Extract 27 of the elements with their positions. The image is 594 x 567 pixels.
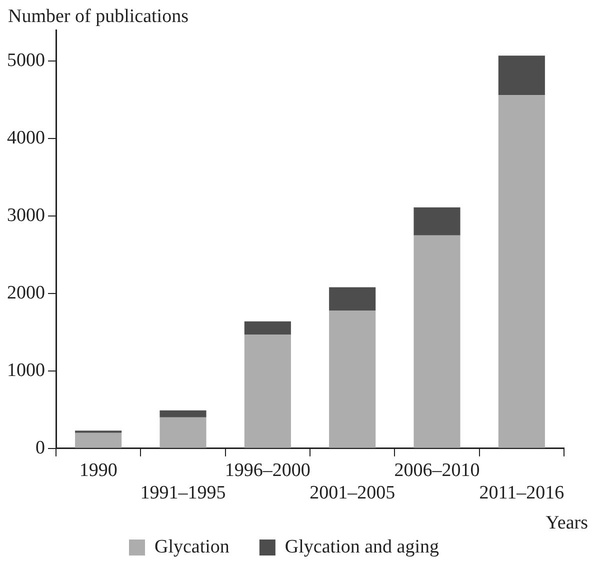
y-tick-label: 0	[36, 437, 45, 458]
bar	[414, 207, 460, 236]
bar	[244, 321, 291, 334]
bar	[160, 410, 206, 418]
bar	[244, 334, 291, 448]
x-tick-label: 1990	[79, 460, 118, 481]
y-tick-label: 2000	[7, 282, 45, 304]
y-tick-label: 5000	[7, 50, 45, 71]
y-tick-label: 3000	[7, 204, 45, 226]
y-tick-label: 1000	[7, 360, 45, 381]
bar	[160, 417, 206, 448]
bar	[329, 310, 376, 448]
legend-label: Glycation and aging	[284, 536, 440, 558]
bar	[75, 432, 122, 448]
y-axis-title: Number of publications	[8, 6, 188, 27]
x-tick-label: 2001–2005	[310, 482, 396, 504]
legend-label: Glycation	[154, 536, 230, 558]
bar	[498, 56, 545, 96]
x-tick-label: 2006–2010	[394, 460, 480, 481]
bar	[498, 95, 545, 448]
y-tick-label: 4000	[7, 127, 45, 148]
bar	[329, 287, 376, 310]
x-axis-title: Years	[546, 512, 588, 534]
x-tick-label: 1991–1995	[140, 482, 226, 504]
x-tick-label: 2011–2016	[479, 482, 564, 504]
x-tick-label: 1996–2000	[224, 460, 310, 481]
bar	[414, 235, 460, 448]
